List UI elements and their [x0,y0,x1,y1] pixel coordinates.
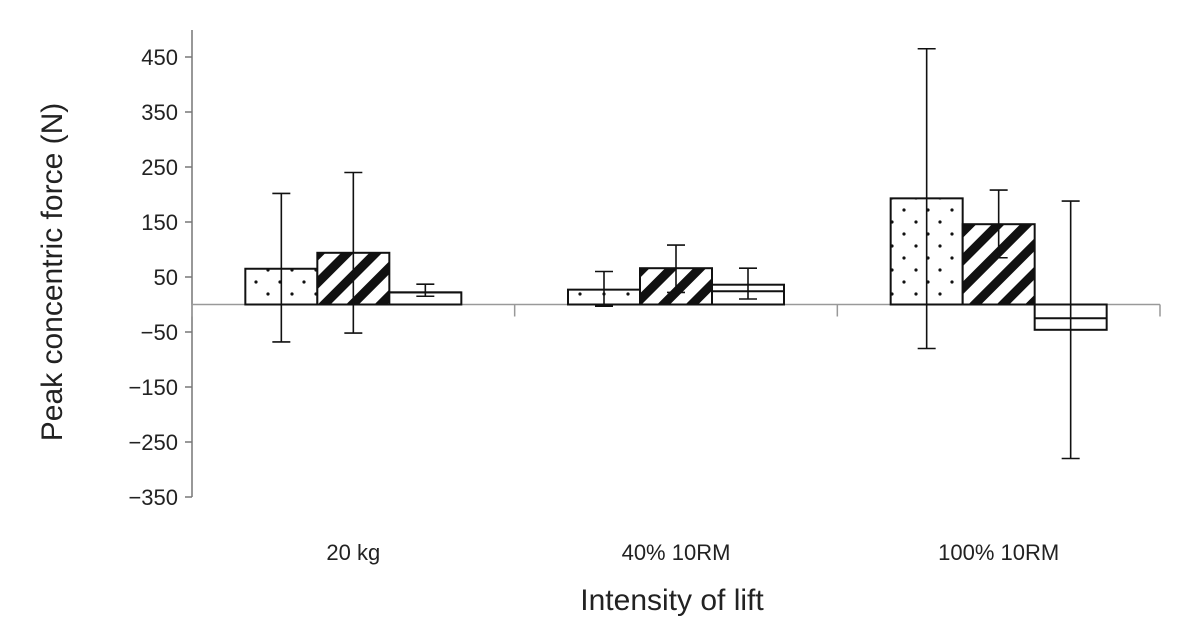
y-tick-label: 250 [141,155,178,180]
y-tick-label: 50 [154,265,178,290]
x-tick-labels: 20 kg 40% 10RM 100% 10RM [326,540,1059,565]
y-tick-label: −50 [141,320,178,345]
x-tick-label: 100% 10RM [938,540,1059,565]
x-tick-label: 20 kg [326,540,380,565]
y-tick-label: 150 [141,210,178,235]
x-axis-title: Intensity of lift [580,584,764,617]
y-tick-label: −150 [128,375,178,400]
y-tick-label: 350 [141,100,178,125]
error-bars [272,47,1080,460]
y-tick-label: −250 [128,430,178,455]
x-axis [191,303,1161,317]
y-tick-label: 450 [141,45,178,70]
y-axis-title: Peak concentric force (N) [36,103,69,441]
y-tick-label: −350 [128,485,178,510]
y-axis: 450 350 250 150 50 −50 −150 −250 −350 [128,30,193,510]
x-tick-label: 40% 10RM [622,540,731,565]
